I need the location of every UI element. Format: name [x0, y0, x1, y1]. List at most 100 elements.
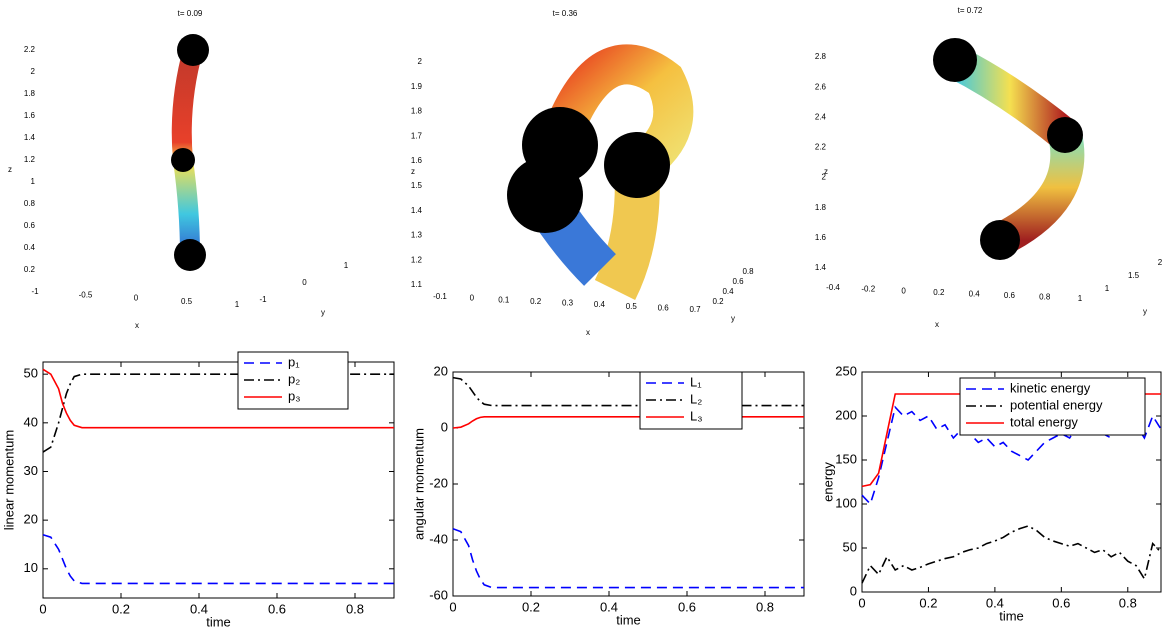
x-tick-label: 0.2	[919, 595, 937, 610]
x-tick-label: 0	[449, 599, 456, 614]
z-tick-label: 1.2	[24, 155, 36, 164]
legend-label: p₂	[288, 371, 300, 386]
z-tick-label: 0.4	[24, 243, 36, 252]
z-tick-label: 1.7	[411, 131, 423, 140]
x-tick-label: 0.6	[1052, 595, 1070, 610]
y-tick-label: 20	[24, 512, 38, 527]
rod-joint	[604, 132, 670, 198]
x-tick-label: 0.4	[594, 300, 606, 309]
legend-label: p₃	[288, 388, 301, 403]
rod-joint	[980, 220, 1020, 260]
rod-illustration	[171, 34, 1083, 290]
x-tick-label: 0.6	[658, 303, 670, 312]
y-axis-label: y	[731, 314, 735, 323]
plot-title: t= 0.36	[553, 9, 578, 18]
z-tick-label: 1.6	[815, 233, 827, 242]
plot-title: t= 0.09	[178, 9, 203, 18]
z-tick-label: 1	[31, 177, 36, 186]
y-tick-label: 20	[434, 363, 448, 378]
y-axis-label: y	[1143, 307, 1147, 316]
x-tick-label: 0.5	[181, 297, 193, 306]
z-tick-label: 1.4	[815, 263, 827, 272]
figure: t= 0.09-1-0.500.51-1010.20.40.60.811.21.…	[0, 0, 1165, 628]
z-tick-label: 1.4	[411, 206, 423, 215]
y-tick-label: 2	[1158, 258, 1163, 267]
z-tick-label: 1.6	[411, 156, 423, 165]
y-tick-label: 0.4	[722, 287, 734, 296]
y-tick-label: 100	[835, 495, 857, 510]
y-tick-label: 1.5	[1128, 271, 1140, 280]
z-tick-label: 2	[31, 67, 36, 76]
x-tick-label: 0	[858, 595, 865, 610]
x-tick-label: 0.6	[678, 599, 696, 614]
legend-label: L₃	[690, 408, 703, 423]
rod-joint	[177, 34, 209, 66]
legend-label: p₁	[288, 354, 300, 369]
y-tick-label: 1	[344, 261, 349, 270]
z-tick-label: 2.6	[815, 82, 827, 91]
x-tick-label: 0.6	[268, 601, 286, 616]
x-tick-label: 0.2	[522, 599, 540, 614]
x-tick-label: 1	[1078, 294, 1083, 303]
z-tick-label: 1.8	[24, 89, 36, 98]
x-tick-label: 0	[39, 601, 46, 616]
y-tick-label: -20	[429, 475, 448, 490]
x-tick-label: 0	[470, 294, 475, 303]
z-tick-label: 2	[418, 57, 423, 66]
legend-label: L₁	[690, 374, 702, 389]
y-tick-label: 40	[24, 414, 38, 429]
rod-joint	[933, 38, 977, 82]
y-tick-label: 30	[24, 463, 38, 478]
x-tick-label: 0.5	[626, 302, 638, 311]
legend-label: total energy	[1010, 414, 1078, 429]
rod-joint	[507, 157, 583, 233]
x-axis-label: x	[586, 328, 590, 337]
legend-label: kinetic energy	[1010, 380, 1091, 395]
y-tick-label: 200	[835, 407, 857, 422]
y-tick-label: 0	[850, 583, 857, 598]
x-tick-label: 0.8	[756, 599, 774, 614]
y-axis-label: angular momentum	[411, 428, 426, 540]
z-tick-label: 1.6	[24, 111, 36, 120]
z-axis-label: z	[824, 167, 828, 176]
z-tick-label: 1.3	[411, 231, 423, 240]
y-tick-label: 150	[835, 451, 857, 466]
y-axis-label: linear momentum	[1, 430, 16, 530]
y-axis-label: y	[321, 308, 325, 317]
z-tick-label: 1.8	[815, 203, 827, 212]
z-tick-label: 2.2	[24, 45, 36, 54]
x-tick-label: 0.8	[346, 601, 364, 616]
x-tick-label: 0.6	[1004, 291, 1016, 300]
z-tick-label: 1.4	[24, 133, 36, 142]
x-axis-label: x	[935, 320, 939, 329]
y-axis-label: energy	[820, 462, 835, 502]
x-tick-label: 0.3	[562, 299, 574, 308]
x-tick-label: -0.2	[861, 285, 875, 294]
z-tick-label: 2.8	[815, 52, 827, 61]
z-axis-label: z	[411, 167, 415, 176]
y-tick-label: 0	[441, 419, 448, 434]
y-tick-label: -1	[259, 295, 267, 304]
y-tick-label: 50	[843, 539, 857, 554]
y-tick-label: -40	[429, 531, 448, 546]
z-tick-label: 1.8	[411, 107, 423, 116]
z-tick-label: 1.1	[411, 280, 423, 289]
y-tick-label: 0.8	[742, 267, 754, 276]
y-tick-label: 0	[302, 278, 307, 287]
x-tick-label: 0.7	[689, 305, 701, 314]
x-tick-label: 0.8	[1119, 595, 1137, 610]
rod-joint	[1047, 117, 1083, 153]
z-tick-label: 1.5	[411, 181, 423, 190]
x-axis-label: time	[206, 614, 231, 628]
legend-label: potential energy	[1010, 397, 1103, 412]
rod-joint	[171, 148, 195, 172]
y-tick-label: 0.2	[712, 297, 724, 306]
z-tick-label: 2.4	[815, 112, 827, 121]
z-tick-label: 0.8	[24, 199, 36, 208]
x-tick-label: -0.5	[79, 290, 93, 299]
x-tick-label: 0.4	[969, 289, 981, 298]
x-tick-label: 0.1	[498, 295, 510, 304]
z-tick-label: 1.2	[411, 255, 423, 264]
x-tick-label: -0.1	[433, 292, 447, 301]
x-tick-label: 0.2	[933, 288, 945, 297]
